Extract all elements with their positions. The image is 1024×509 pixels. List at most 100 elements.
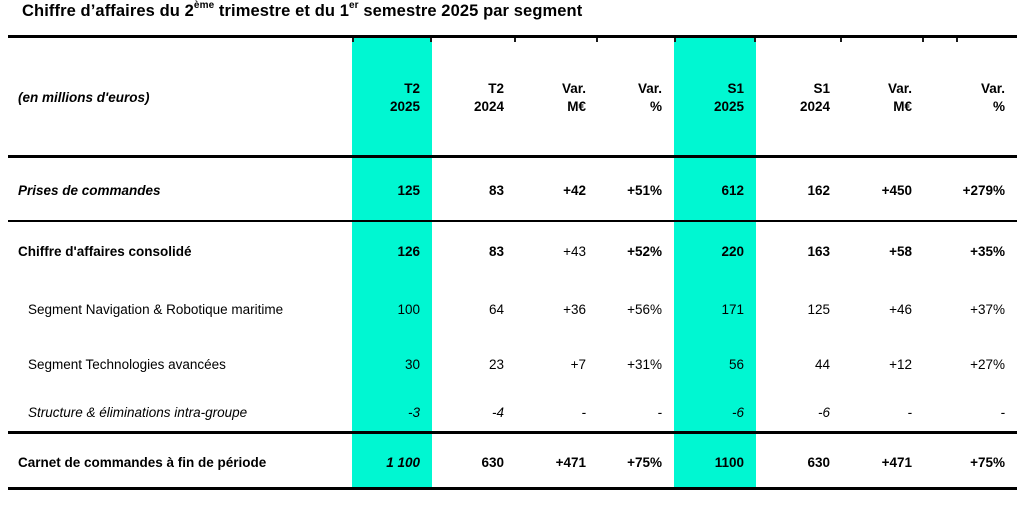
column-header-var-me-t2: Var. M€ [516, 37, 598, 158]
column-tick [352, 38, 354, 42]
row-label: Prises de commandes [18, 182, 161, 198]
rule-bottom [8, 487, 1017, 490]
value-cell: 30 [404, 356, 420, 372]
title-superscript-er: er [349, 0, 359, 11]
value-cell: 1100 [714, 454, 744, 470]
value-cell: +37% [970, 302, 1005, 317]
header-line: M€ [893, 98, 912, 114]
value-cell: +58 [889, 244, 912, 259]
highlight-column-t2-2025 [352, 37, 432, 490]
unit-label: (en millions d'euros) [18, 90, 150, 105]
value-cell: +7 [570, 356, 586, 372]
rule-top [8, 35, 1017, 38]
header-line: S1 [727, 80, 744, 96]
header-line: 2024 [799, 98, 830, 114]
row-label: Carnet de commandes à fin de période [18, 454, 267, 470]
value-cell: 1 100 [386, 454, 420, 470]
value-cell: - [1000, 404, 1006, 420]
value-cell: 220 [721, 244, 744, 259]
table-title: Chiffre d’affaires du 2ème trimestre et … [22, 0, 583, 21]
value-cell: +35% [970, 244, 1005, 259]
value-cell: +56% [627, 302, 662, 317]
row-label: Segment Navigation & Robotique maritime [28, 302, 284, 317]
value-cell: 125 [807, 302, 830, 317]
value-cell: 125 [397, 182, 420, 198]
column-tick [840, 38, 842, 42]
value-cell: +31% [627, 356, 662, 372]
value-cell: 163 [807, 244, 830, 259]
title-text: semestre 2025 par segment [358, 2, 583, 20]
value-cell: - [657, 404, 663, 420]
rule-above-carnet [8, 431, 1017, 434]
value-cell: 126 [397, 244, 420, 259]
column-tick [956, 38, 958, 42]
value-cell: +46 [889, 302, 912, 317]
value-cell: 64 [488, 302, 504, 317]
header-line: 2024 [473, 98, 504, 114]
rule-under-prises [8, 220, 1017, 222]
column-header-s1-2024: S1 2024 [756, 37, 842, 158]
value-cell: +471 [881, 454, 912, 470]
value-cell: 100 [397, 302, 420, 317]
value-cell: +75% [970, 454, 1005, 470]
value-cell: +279% [962, 182, 1005, 198]
column-tick [596, 38, 598, 42]
value-cell: +42 [563, 182, 586, 198]
value-cell: 612 [721, 182, 744, 198]
header-line: 2025 [713, 98, 744, 114]
value-cell: +36 [563, 302, 586, 317]
column-header-s1-2025: S1 2025 [674, 37, 756, 158]
revenue-table: (en millions d'euros) T2 2025 T2 2024 Va… [8, 37, 1017, 490]
value-cell: 171 [721, 302, 744, 317]
column-tick [754, 38, 756, 42]
header-line: T2 [488, 80, 504, 96]
value-cell: 162 [807, 182, 830, 198]
value-cell: +450 [881, 182, 912, 198]
value-cell: 83 [488, 244, 504, 259]
value-cell: +471 [555, 454, 586, 470]
header-line: S1 [813, 80, 830, 96]
row-label: Chiffre d'affaires consolidé [18, 244, 192, 259]
value-cell: +12 [889, 356, 912, 372]
value-cell: 56 [728, 356, 744, 372]
title-superscript-eme: ème [193, 0, 215, 11]
header-line: T2 [404, 80, 420, 96]
value-cell: +51% [627, 182, 662, 198]
value-cell: +27% [970, 356, 1005, 372]
header-line: M€ [567, 98, 586, 114]
value-cell: - [907, 404, 913, 420]
value-cell: +43 [563, 244, 586, 259]
value-cell: -6 [731, 404, 744, 420]
row-label: Structure & éliminations intra-groupe [28, 404, 248, 420]
value-cell: 630 [481, 454, 504, 470]
value-cell: - [581, 404, 587, 420]
value-cell: 23 [488, 356, 504, 372]
column-tick [430, 38, 432, 42]
column-tick [922, 38, 924, 42]
column-tick [514, 38, 516, 42]
header-line: Var. [561, 80, 586, 96]
column-header-var-pct-t2: Var. % [598, 37, 674, 158]
value-cell: +75% [627, 454, 662, 470]
column-header-t2-2024: T2 2024 [432, 37, 516, 158]
value-cell: -4 [491, 404, 504, 420]
title-text: Chiffre d’affaires du 2 [22, 2, 194, 20]
value-cell: 83 [488, 182, 504, 198]
column-header-var-pct-s1: Var. % [924, 37, 1017, 158]
header-line: Var. [980, 80, 1005, 96]
value-cell: +52% [627, 244, 662, 259]
header-line: 2025 [389, 98, 420, 114]
header-line: Var. [887, 80, 912, 96]
value-cell: 44 [814, 356, 830, 372]
highlight-column-s1-2025 [674, 37, 756, 490]
header-line: % [992, 98, 1005, 114]
value-cell: -3 [407, 404, 420, 420]
header-line: % [649, 98, 662, 114]
column-header-var-me-s1: Var. M€ [842, 37, 924, 158]
rule-under-header [8, 155, 1017, 158]
row-label: Segment Technologies avancées [28, 356, 226, 372]
column-header-t2-2025: T2 2025 [352, 37, 432, 158]
value-cell: 630 [807, 454, 830, 470]
column-tick [674, 38, 676, 42]
